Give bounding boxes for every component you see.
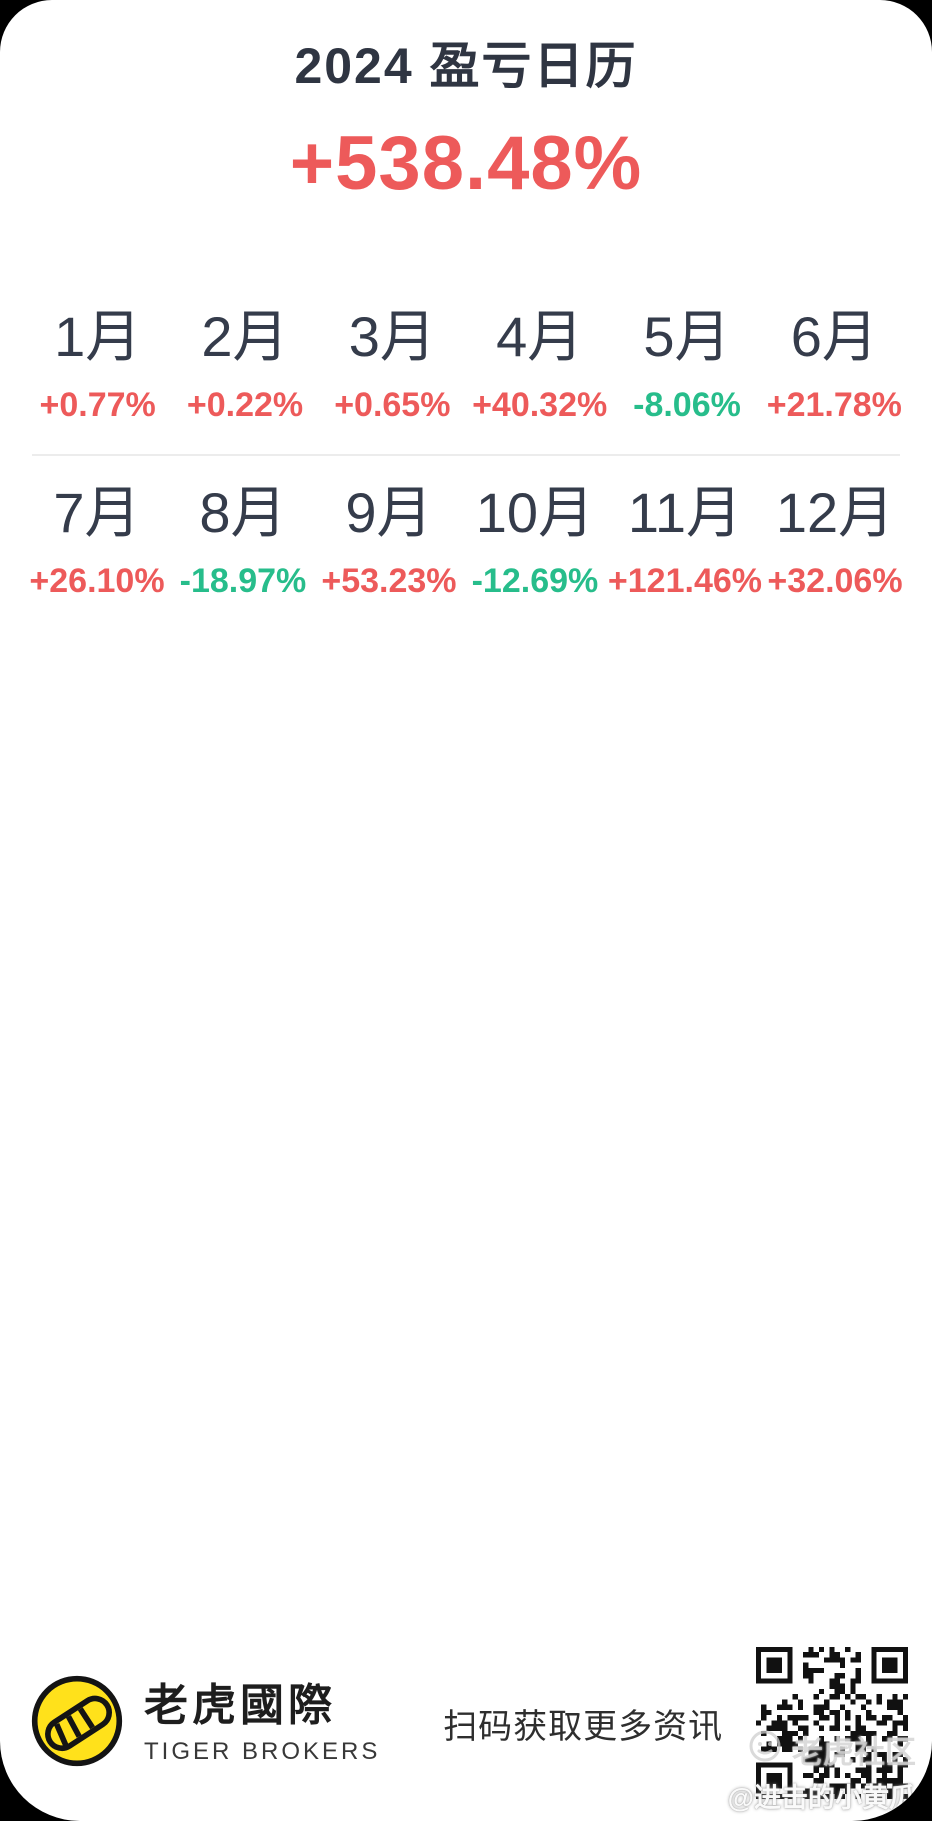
month-label: 7月: [53, 481, 141, 544]
month-cell: 3月 +0.65%: [319, 304, 466, 426]
row-divider: [32, 454, 900, 456]
total-return: +538.48%: [289, 121, 643, 206]
footer: 老虎國際 TIGER BROKERS 扫码获取更多资讯: [30, 1643, 908, 1803]
month-value: -8.06%: [633, 386, 741, 424]
qr-code: [756, 1646, 908, 1800]
month-label: 12月: [775, 481, 895, 544]
month-value: +21.78%: [766, 386, 902, 424]
month-label: 6月: [790, 305, 878, 368]
month-cell: 2月 +0.22%: [171, 304, 318, 426]
month-cell: 10月 -12.69%: [462, 480, 608, 602]
month-cell: 4月 +40.32%: [466, 304, 613, 426]
month-value: +26.10%: [29, 562, 165, 600]
month-value: +0.77%: [39, 386, 156, 424]
month-label: 2月: [201, 305, 289, 368]
month-value: -18.97%: [179, 562, 307, 600]
month-value: +32.06%: [767, 562, 903, 600]
header: 2024 盈亏日历 +538.48%: [0, 0, 932, 208]
brand-text: 老虎國際 TIGER BROKERS: [144, 1680, 380, 1766]
month-value: +53.23%: [321, 562, 457, 600]
month-label: 8月: [199, 481, 287, 544]
month-value: +40.32%: [472, 386, 608, 424]
monthly-return-calendar: 1月 +0.77% 2月 +0.22% 3月 +0.65% 4月 +40.32%…: [0, 304, 932, 602]
brand-name-en: TIGER BROKERS: [144, 1738, 381, 1765]
month-cell: 5月 -8.06%: [613, 304, 760, 426]
qr-caption: 扫码获取更多资讯: [443, 1707, 724, 1746]
month-label: 11月: [627, 481, 743, 544]
month-value: +0.65%: [334, 386, 451, 424]
month-cell: 1月 +0.77%: [24, 304, 171, 426]
month-label: 10月: [475, 481, 595, 544]
month-label: 4月: [496, 305, 584, 368]
month-cell: 12月 +32.06%: [762, 480, 908, 602]
brand-name-cn: 老虎國際: [144, 1681, 336, 1730]
page-title: 2024 盈亏日历: [294, 38, 638, 94]
month-cell: 6月 +21.78%: [761, 304, 908, 426]
tiger-brokers-logo-icon: [30, 1674, 124, 1773]
calendar-row-1: 1月 +0.77% 2月 +0.22% 3月 +0.65% 4月 +40.32%…: [24, 304, 908, 426]
month-value: +121.46%: [607, 562, 763, 600]
month-cell: 11月 +121.46%: [608, 480, 762, 602]
month-label: 1月: [54, 305, 142, 368]
brand-block: 老虎國際 TIGER BROKERS: [30, 1674, 380, 1773]
month-label: 5月: [643, 305, 731, 368]
month-cell: 8月 -18.97%: [170, 480, 316, 602]
month-label: 3月: [348, 305, 436, 368]
calendar-row-2: 7月 +26.10% 8月 -18.97% 9月 +53.23% 10月 -12…: [24, 480, 908, 602]
month-value: +0.22%: [186, 386, 304, 424]
month-label: 9月: [345, 481, 433, 544]
month-cell: 7月 +26.10%: [24, 480, 170, 602]
month-value: -12.69%: [471, 562, 599, 600]
month-cell: 9月 +53.23%: [316, 480, 462, 602]
